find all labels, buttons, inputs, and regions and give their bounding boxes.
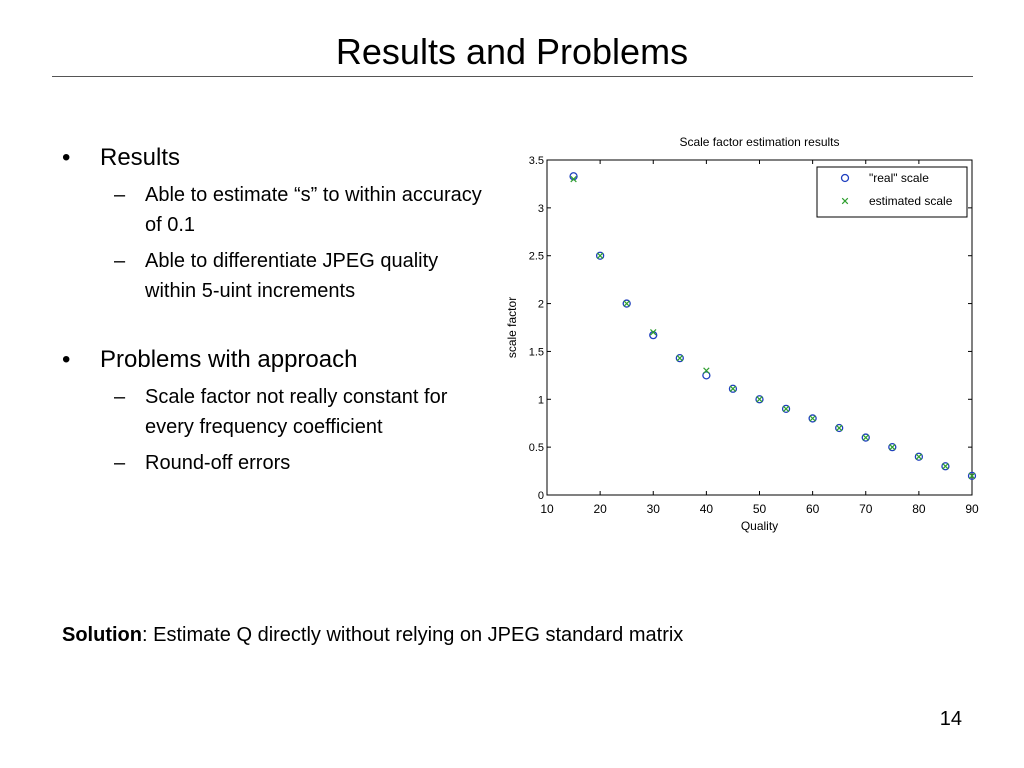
estimated-scale-point [862, 434, 869, 441]
real-scale-point [755, 395, 764, 404]
estimated-scale-point [729, 385, 737, 392]
x-tick-label: 20 [593, 502, 607, 516]
bullet-list: • Results – Able to estimate “s” to with… [62, 142, 482, 478]
bullet-problems: • Problems with approach [62, 344, 482, 376]
real-scale-point [622, 299, 631, 308]
real-scale-point [888, 442, 897, 452]
sub-bullet-text: Scale factor not really constant for eve… [145, 386, 448, 438]
x-axis-label: Quality [741, 519, 778, 533]
bullet-marker: • [62, 144, 71, 171]
real-scale-point [967, 471, 977, 481]
estimated-scale-point [570, 175, 577, 183]
legend-entry: "real" scale [869, 171, 929, 185]
x-tick-label: 30 [647, 502, 661, 516]
estimated-scale-point [968, 472, 976, 480]
x-tick-label: 90 [965, 502, 979, 516]
sub-bullet-marker: – [114, 386, 126, 408]
y-tick-label: 3.5 [529, 155, 544, 167]
sub-bullet-marker: – [114, 452, 126, 474]
x-tick-label: 40 [700, 502, 714, 516]
solution-label: Solution [62, 624, 142, 646]
sub-bullet: – Able to differentiate JPEG quality wit… [62, 246, 482, 306]
x-tick-label: 70 [859, 502, 873, 516]
real-scale-point [728, 384, 738, 393]
real-scale-point [835, 423, 844, 433]
estimated-scale-point [623, 300, 630, 307]
real-scale-point [808, 414, 817, 423]
estimated-scale-point [596, 252, 604, 259]
solution-line: Solution: Estimate Q directly without re… [62, 620, 683, 650]
estimated-scale-point [915, 453, 923, 460]
real-scale-point [675, 353, 684, 363]
y-tick-label: 1 [538, 394, 544, 406]
estimated-scale-point [835, 424, 843, 432]
legend-marker [841, 197, 849, 205]
title-divider [52, 76, 973, 77]
y-tick-label: 0.5 [529, 442, 544, 454]
sub-bullet-text: Round-off errors [145, 452, 291, 474]
sub-bullet: – Scale factor not really constant for e… [62, 382, 482, 442]
y-tick-label: 3 [538, 203, 544, 215]
estimated-scale-point [809, 415, 816, 422]
x-tick-label: 80 [912, 502, 926, 516]
sub-bullet-marker: – [114, 250, 126, 272]
sub-bullet-text: Able to estimate “s” to within accuracy … [145, 184, 482, 236]
estimated-scale-point [703, 367, 710, 374]
bullet-results: • Results [62, 142, 482, 174]
sub-bullet-marker: – [114, 184, 126, 206]
y-tick-label: 1.5 [529, 346, 544, 358]
sub-bullet: – Able to estimate “s” to within accurac… [62, 180, 482, 240]
estimated-scale-point [756, 396, 763, 403]
chart-title: Scale factor estimation results [679, 135, 839, 149]
real-scale-point [595, 251, 605, 260]
estimated-scale-point [676, 354, 684, 362]
estimated-scale-point [942, 463, 949, 470]
solution-text: : Estimate Q directly without relying on… [141, 624, 684, 646]
estimated-scale-point [650, 329, 657, 336]
x-tick-label: 10 [540, 502, 554, 516]
real-scale-point [941, 462, 950, 471]
real-scale-point [861, 433, 870, 442]
real-scale-point [702, 371, 711, 380]
sub-bullet-text: Able to differentiate JPEG quality withi… [145, 250, 439, 302]
bullet-heading: Results [100, 144, 181, 171]
y-tick-label: 2.5 [529, 251, 544, 263]
real-scale-point [914, 452, 924, 461]
sub-bullet: – Round-off errors [62, 448, 482, 478]
estimated-scale-point [782, 405, 790, 413]
page-number: 14 [939, 708, 962, 730]
bullet-heading: Problems with approach [100, 346, 358, 373]
legend-entry: estimated scale [869, 194, 953, 208]
real-scale-point [781, 404, 791, 414]
x-tick-label: 60 [806, 502, 820, 516]
legend-marker [840, 173, 850, 183]
y-tick-label: 2 [538, 299, 544, 311]
x-tick-label: 50 [753, 502, 767, 516]
y-axis-label: scale factor [505, 297, 519, 358]
bullet-marker: • [62, 346, 71, 373]
estimated-scale-point [889, 443, 896, 451]
slide-title: Results and Problems [335, 31, 689, 72]
y-tick-label: 0 [538, 490, 544, 502]
